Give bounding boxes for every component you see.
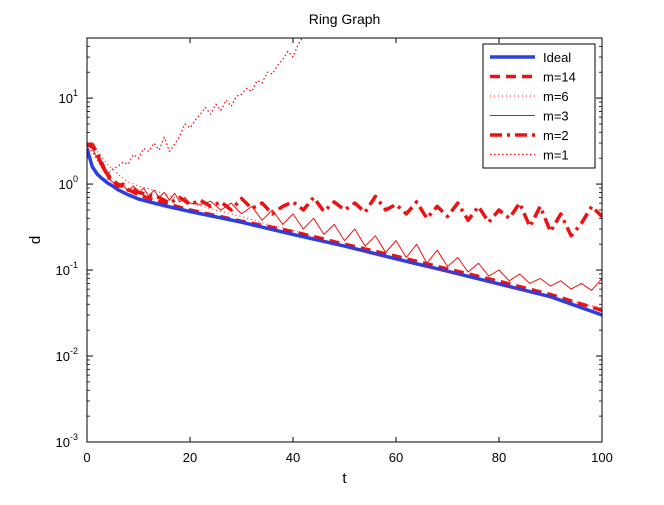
y-tick-label: 10-2	[56, 346, 78, 364]
x-tick-label: 40	[286, 450, 300, 465]
series-line-m1	[87, 38, 304, 175]
series-line-ideal	[87, 147, 602, 317]
y-tick-label: 10-3	[56, 432, 78, 450]
x-tick-label: 20	[183, 450, 197, 465]
legend-entry: m=14	[543, 70, 576, 85]
series-line-m6	[87, 145, 602, 309]
x-axis-label: t	[342, 470, 347, 487]
axes-box	[86, 37, 603, 443]
series-layer	[87, 38, 602, 317]
y-tick-label: 100	[59, 174, 78, 192]
legend-entry: Ideal	[543, 50, 571, 65]
legend-entry: m=3	[543, 109, 569, 124]
chart-title: Ring Graph	[309, 11, 381, 27]
legend-entry: m=1	[543, 148, 569, 163]
series-line-m3	[87, 145, 602, 291]
legend-box	[482, 43, 596, 169]
x-tick-label: 0	[83, 450, 90, 465]
x-tick-label: 100	[591, 450, 613, 465]
series-line-m2	[87, 142, 602, 238]
legend: Ideal m=14 m=6 m=3 m=2 m=1	[482, 43, 596, 169]
legend-entry: m=2	[543, 128, 569, 143]
axis-ticks: 0 20 40 60 80 100 10-3 10-2 10-1 100 101	[56, 37, 613, 465]
y-axis-label: d	[27, 236, 44, 244]
y-tick-label: 101	[59, 88, 78, 106]
x-tick-label: 80	[492, 450, 506, 465]
series-line-m14	[87, 143, 602, 312]
legend-entry: m=6	[543, 89, 569, 104]
x-tick-label: 60	[389, 450, 403, 465]
y-tick-label: 10-1	[56, 260, 78, 278]
